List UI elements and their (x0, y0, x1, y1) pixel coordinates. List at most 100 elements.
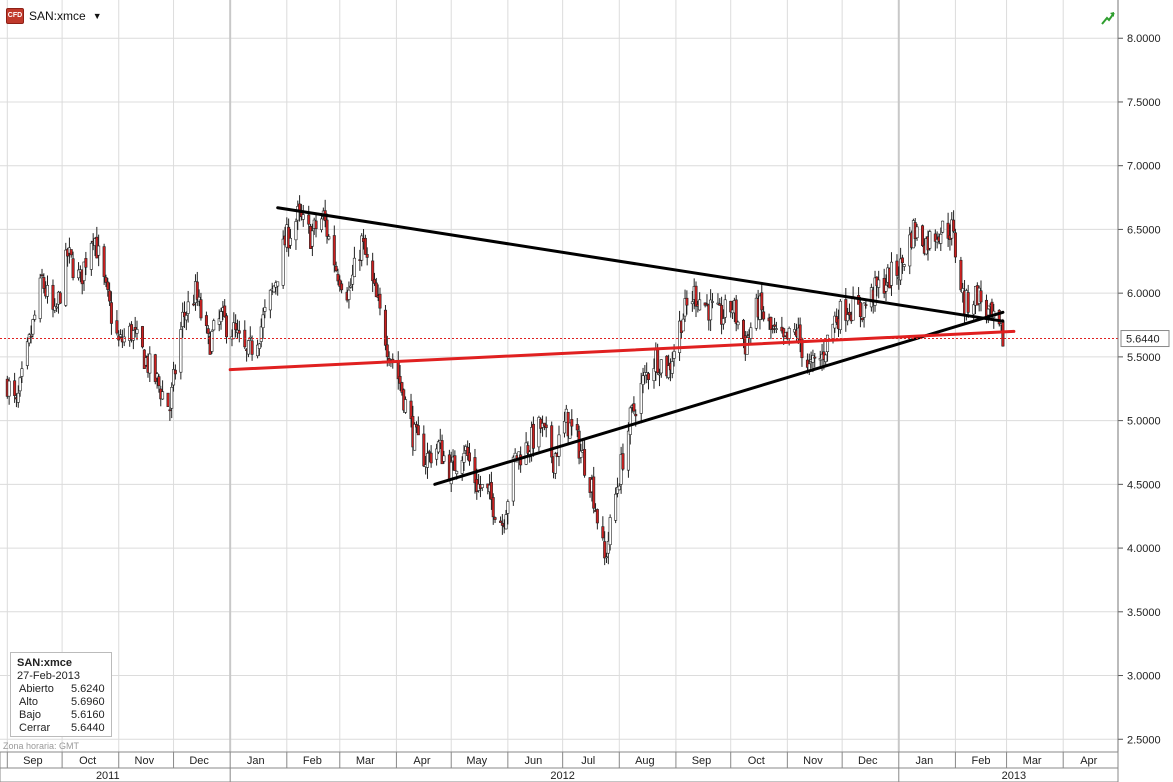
candle-body (199, 299, 203, 319)
candle-body (961, 288, 965, 293)
candle-body (491, 497, 495, 518)
red-trendline (228, 329, 1016, 372)
candle-body (466, 446, 470, 457)
candle-body (338, 279, 342, 287)
candle-body (667, 365, 671, 378)
candle-body (762, 311, 766, 320)
symbol-name[interactable]: SAN:xmce (29, 9, 86, 23)
candle-body (873, 277, 877, 306)
month-label: Jan (247, 755, 265, 767)
candle-body (210, 331, 214, 352)
last-price-box (1120, 330, 1170, 348)
candlesticks (5, 195, 1005, 566)
candle-body (170, 387, 174, 409)
candle-body (13, 380, 17, 396)
candle-body (7, 380, 11, 397)
candle-body (427, 451, 431, 453)
trend-up-icon[interactable] (1100, 10, 1116, 26)
candle-body (504, 514, 508, 530)
chart-grid (0, 0, 1119, 752)
candle-body (1001, 321, 1005, 347)
candle-body (256, 344, 260, 357)
month-label: May (466, 755, 487, 767)
candle-body (276, 281, 280, 287)
cfd-icon: CFD (6, 8, 24, 24)
candle-body (902, 264, 906, 267)
candle-body (181, 311, 185, 327)
candle-body (195, 281, 199, 300)
candle-body (314, 220, 318, 230)
candle-body (621, 453, 625, 470)
info-label: Alto (19, 696, 38, 708)
year-label: 2013 (1002, 770, 1026, 782)
candle-body (721, 318, 725, 325)
candle-body (257, 343, 261, 349)
candle-body (455, 470, 459, 475)
candle-body (352, 257, 356, 278)
candle-body (972, 304, 976, 315)
candle-body (197, 296, 201, 302)
info-row-low: Bajo 5.6160 (17, 709, 111, 722)
info-row-close: Cerrar 5.6440 (17, 722, 111, 735)
candle-body (161, 391, 165, 400)
candle-body (183, 312, 187, 318)
candle-body (824, 354, 828, 363)
candle-body (617, 485, 621, 491)
candle-body (531, 423, 535, 449)
candle-body (435, 448, 439, 460)
candle-body (416, 425, 420, 436)
candle-body (172, 369, 176, 386)
candle-body (307, 214, 311, 225)
black-trendline (276, 206, 1005, 323)
candle-body (986, 308, 990, 316)
candle-body (681, 318, 685, 332)
candle-body (953, 232, 957, 258)
symbol-selector[interactable]: CFD SAN:xmce ▼ (6, 8, 102, 24)
candle-body (192, 303, 196, 306)
candle-body (378, 293, 382, 309)
month-label: Feb (303, 755, 322, 767)
candle-body (710, 301, 714, 303)
candle-body (860, 317, 864, 321)
candle-body (480, 484, 484, 488)
month-label: Oct (748, 755, 765, 767)
candle-body (773, 324, 777, 327)
candle-body (20, 368, 24, 377)
candle-body (639, 382, 643, 414)
candle-body (847, 311, 851, 316)
candle-body (745, 337, 749, 355)
candle-body (705, 303, 709, 306)
candle-body (939, 233, 943, 244)
candle-body (310, 230, 314, 247)
month-label: Jul (581, 755, 595, 767)
candle-body (327, 236, 331, 240)
candle-body (336, 273, 340, 282)
candle-body (223, 305, 227, 317)
candle-body (736, 321, 740, 326)
candle-body (16, 392, 20, 403)
candle-body (363, 237, 367, 255)
candle-body (102, 246, 106, 277)
candle-body (259, 326, 263, 342)
candle-body (460, 460, 464, 474)
candle-body (659, 359, 663, 374)
candle-body (603, 541, 607, 559)
candle-body (89, 242, 93, 270)
month-label: Oct (79, 755, 96, 767)
candle-body (347, 289, 351, 300)
candle-body (84, 258, 88, 268)
candle-body (398, 375, 402, 384)
candle-body (592, 476, 596, 509)
candle-body (678, 320, 682, 353)
candle-body (568, 422, 572, 439)
candle-body (608, 517, 612, 546)
candle-body (298, 203, 302, 211)
candle-body (106, 281, 110, 290)
candle-body (979, 290, 983, 303)
month-label: Feb (972, 755, 991, 767)
candle-body (206, 328, 210, 334)
candle-body (272, 285, 276, 293)
month-label: Nov (135, 755, 155, 767)
chevron-down-icon[interactable]: ▼ (92, 11, 102, 21)
